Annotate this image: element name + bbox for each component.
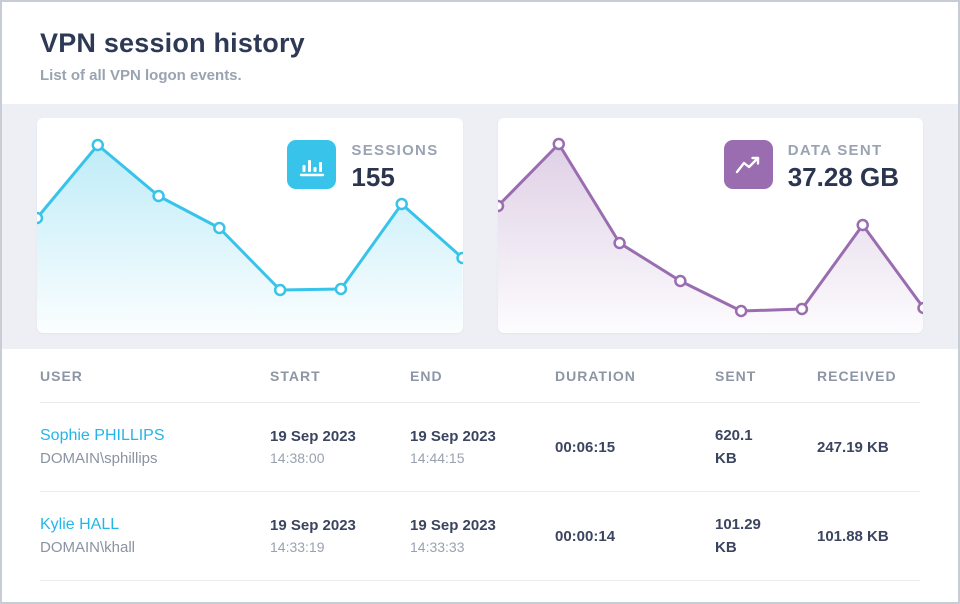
duration-value: 00:06:15 <box>555 438 616 456</box>
page-header: VPN session history List of all VPN logo… <box>2 2 958 104</box>
column-header-user[interactable]: USER <box>40 367 83 384</box>
page-title: VPN session history <box>40 28 305 58</box>
received-value: 247.19 KB <box>817 438 889 456</box>
sessions-label: SESSIONS <box>351 142 439 159</box>
end-cell: 19 Sep 2023 14:33:33 <box>410 517 555 555</box>
user-account: DOMAIN\khall <box>40 539 136 556</box>
user-account: DOMAIN\sphillips <box>40 450 158 467</box>
column-header-duration[interactable]: DURATION <box>555 367 636 384</box>
sessions-stat-text: SESSIONS 155 <box>351 140 438 193</box>
vpn-session-history-page: VPN session history List of all VPN logo… <box>2 2 958 581</box>
page-subtitle: List of all VPN logon events. <box>40 67 242 84</box>
sent-value: 620.1 KB <box>715 426 753 467</box>
sent-value: 101.29 KB <box>715 515 761 556</box>
column-header-sent[interactable]: SENT <box>715 367 757 384</box>
data-sent-label: DATA SENT <box>787 142 883 159</box>
data-sent-card: DATA SENT 37.28 GB <box>497 118 923 333</box>
end-date: 19 Sep 2023 <box>410 517 496 534</box>
received-value: 101.88 KB <box>817 527 889 545</box>
duration-value: 00:00:14 <box>555 527 616 545</box>
data-sent-value: 37.28 GB <box>787 162 899 192</box>
sessions-value: 155 <box>351 162 395 192</box>
data-sent-stat: DATA SENT 37.28 GB <box>723 140 899 193</box>
table-header-row: USER START END DURATION SENT RECEIVED <box>40 349 920 403</box>
data-sent-area-chart <box>497 137 923 333</box>
user-cell: Kylie HALL DOMAIN\khall <box>40 516 270 556</box>
sessions-card: SESSIONS 155 <box>37 118 463 333</box>
sessions-stat: SESSIONS 155 <box>287 140 438 193</box>
user-name-link[interactable]: Sophie PHILLIPS <box>40 427 165 444</box>
start-date: 19 Sep 2023 <box>270 517 356 534</box>
line-chart-icon <box>723 140 773 189</box>
user-name-link[interactable]: Kylie HALL <box>40 516 120 533</box>
user-cell: Sophie PHILLIPS DOMAIN\sphillips <box>40 427 270 467</box>
end-time: 14:44:15 <box>410 450 465 466</box>
sessions-area-chart <box>37 138 463 333</box>
column-header-received[interactable]: RECEIVED <box>817 367 897 384</box>
column-header-end[interactable]: END <box>410 367 443 384</box>
charts-section: SESSIONS 155 DATA SENT 37.28 GB <box>2 104 958 349</box>
start-cell: 19 Sep 2023 14:33:19 <box>270 517 410 555</box>
column-header-start[interactable]: START <box>270 367 321 384</box>
end-cell: 19 Sep 2023 14:44:15 <box>410 428 555 466</box>
start-cell: 19 Sep 2023 14:38:00 <box>270 428 410 466</box>
table-row[interactable]: Sophie PHILLIPS DOMAIN\sphillips 19 Sep … <box>40 403 920 492</box>
table-row[interactable]: Kylie HALL DOMAIN\khall 19 Sep 2023 14:3… <box>40 492 920 581</box>
start-time: 14:38:00 <box>270 450 325 466</box>
end-date: 19 Sep 2023 <box>410 428 496 445</box>
session-table: USER START END DURATION SENT RECEIVED So… <box>2 349 958 581</box>
bar-chart-icon <box>287 140 337 189</box>
data-sent-stat-text: DATA SENT 37.28 GB <box>788 140 899 193</box>
end-time: 14:33:33 <box>410 539 465 555</box>
start-date: 19 Sep 2023 <box>270 428 356 445</box>
start-time: 14:33:19 <box>270 539 325 555</box>
